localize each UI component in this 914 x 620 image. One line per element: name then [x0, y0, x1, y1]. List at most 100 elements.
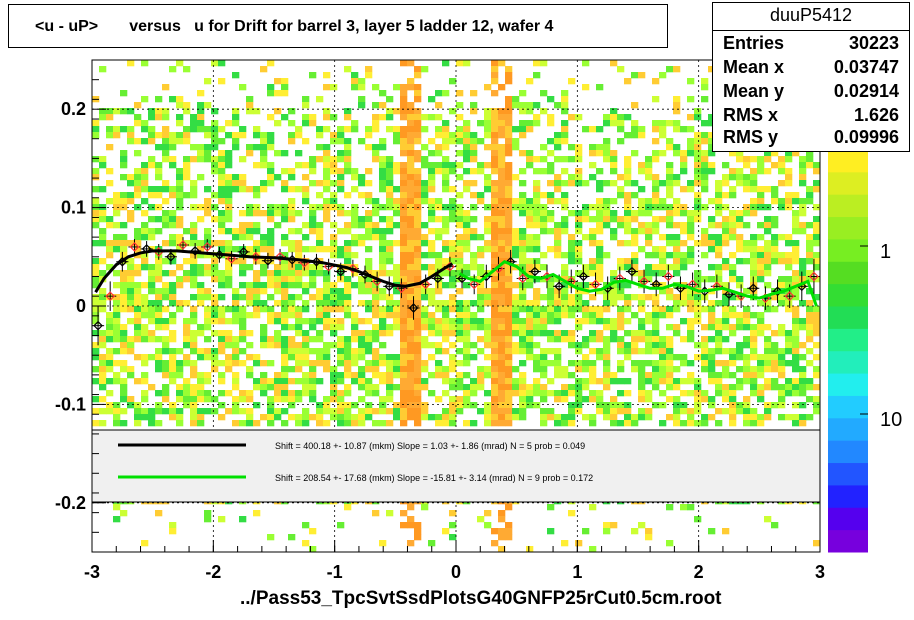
heat-cell: [498, 354, 506, 361]
heat-cell: [533, 384, 541, 391]
heat-cell: [281, 366, 289, 373]
heat-cell: [624, 414, 632, 421]
heat-cell: [806, 258, 814, 265]
heat-cell: [561, 126, 569, 133]
heat-cell: [722, 300, 730, 307]
heat-cell: [813, 234, 820, 241]
heat-cell: [428, 174, 436, 181]
heat-cell: [92, 186, 100, 193]
heat-cell: [169, 522, 177, 529]
heat-cell: [540, 366, 548, 373]
heat-cell: [225, 306, 233, 313]
heat-cell: [596, 348, 604, 355]
heat-cell: [358, 318, 366, 325]
heat-cell: [463, 282, 471, 289]
heat-cell: [491, 312, 499, 319]
heat-cell: [316, 234, 324, 241]
heat-cell: [267, 90, 275, 97]
heat-cell: [456, 408, 464, 415]
heat-cell: [302, 222, 310, 229]
heat-cell: [92, 378, 100, 385]
heat-cell: [638, 186, 646, 193]
heat-cell: [743, 372, 751, 379]
heat-cell: [344, 504, 352, 511]
x-tick-label: -3: [84, 562, 100, 582]
heat-cell: [92, 132, 100, 139]
heat-cell: [554, 420, 562, 427]
heat-cell: [512, 144, 520, 151]
heat-cell: [400, 270, 408, 277]
heat-cell: [281, 78, 289, 85]
heat-cell: [162, 222, 170, 229]
heat-cell: [736, 294, 744, 301]
heat-cell: [554, 138, 562, 145]
heat-cell: [729, 294, 737, 301]
heat-cell: [491, 126, 499, 133]
heat-cell: [645, 276, 653, 283]
heat-cell: [183, 390, 191, 397]
heat-cell: [120, 108, 128, 115]
heat-cell: [197, 348, 205, 355]
heat-cell: [372, 228, 380, 235]
heat-cell: [421, 144, 429, 151]
heat-cell: [183, 174, 191, 181]
heat-cell: [407, 294, 415, 301]
heat-cell: [519, 348, 527, 355]
heat-cell: [498, 150, 506, 157]
heat-cell: [540, 90, 548, 97]
heat-cell: [673, 258, 681, 265]
heat-cell: [99, 384, 107, 391]
heat-cell: [456, 138, 464, 145]
heat-cell: [638, 408, 646, 415]
heat-cell: [701, 336, 709, 343]
heat-cell: [652, 228, 660, 235]
heat-cell: [211, 354, 219, 361]
heat-cell: [134, 414, 142, 421]
heat-cell: [610, 276, 618, 283]
heat-cell: [92, 396, 100, 403]
heat-cell: [715, 360, 723, 367]
heat-cell: [666, 192, 674, 199]
heat-cell: [372, 156, 380, 163]
profile-point: [627, 266, 637, 277]
heat-cell: [99, 210, 107, 217]
heat-cell: [491, 288, 499, 295]
heat-cell: [414, 324, 422, 331]
heat-cell: [442, 270, 450, 277]
heat-cell: [365, 270, 373, 277]
heat-cell: [302, 282, 310, 289]
heat-cell: [253, 126, 261, 133]
heat-cell: [407, 246, 415, 253]
heat-cell: [407, 168, 415, 175]
heat-cell: [715, 276, 723, 283]
heat-cell: [715, 210, 723, 217]
heat-cell: [519, 252, 527, 259]
heat-cell: [218, 306, 226, 313]
x-tick-label: -1: [327, 562, 343, 582]
heat-cell: [379, 168, 387, 175]
heat-cell: [729, 402, 737, 409]
heat-cell: [680, 390, 688, 397]
stat-value: 1.626: [853, 105, 899, 125]
heat-cell: [92, 270, 100, 277]
heat-cell: [673, 378, 681, 385]
heat-cell: [92, 348, 100, 355]
heat-cell: [771, 354, 779, 361]
heat-cell: [491, 342, 499, 349]
heat-cell: [568, 402, 576, 409]
heat-cell: [449, 246, 457, 253]
heat-cell: [519, 294, 527, 301]
heat-cell: [246, 390, 254, 397]
heat-cell: [659, 366, 667, 373]
heat-cell: [778, 390, 786, 397]
heat-cell: [736, 402, 744, 409]
heat-cell: [344, 390, 352, 397]
heat-cell: [120, 192, 128, 199]
heat-cell: [302, 186, 310, 193]
heat-cell: [533, 318, 541, 325]
heat-cell: [491, 216, 499, 223]
heat-cell: [239, 84, 247, 91]
heat-cell: [505, 132, 513, 139]
heat-cell: [491, 282, 499, 289]
heat-cell: [141, 300, 149, 307]
